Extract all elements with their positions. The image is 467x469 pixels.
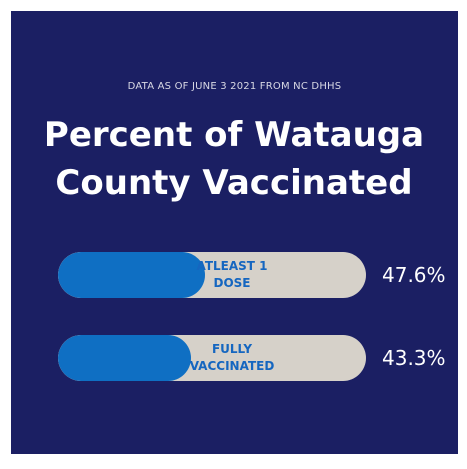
bar [58,335,192,381]
category-label: FULLY VACCINATED [189,342,275,373]
value-label: 47.6% [382,263,446,287]
chart-title: Percent of Watauga County Vaccinated [43,115,425,203]
bar-track [58,252,366,298]
bar [58,252,205,298]
panel: DATA AS OF JUNE 3 2021 FROM NC DHHS Perc… [11,11,458,454]
subtitle: DATA AS OF JUNE 3 2021 FROM NC DHHS [127,81,342,92]
category-label: ATLEAST 1 DOSE [196,259,268,290]
bar-track [58,335,366,381]
value-label: 43.3% [382,346,446,370]
